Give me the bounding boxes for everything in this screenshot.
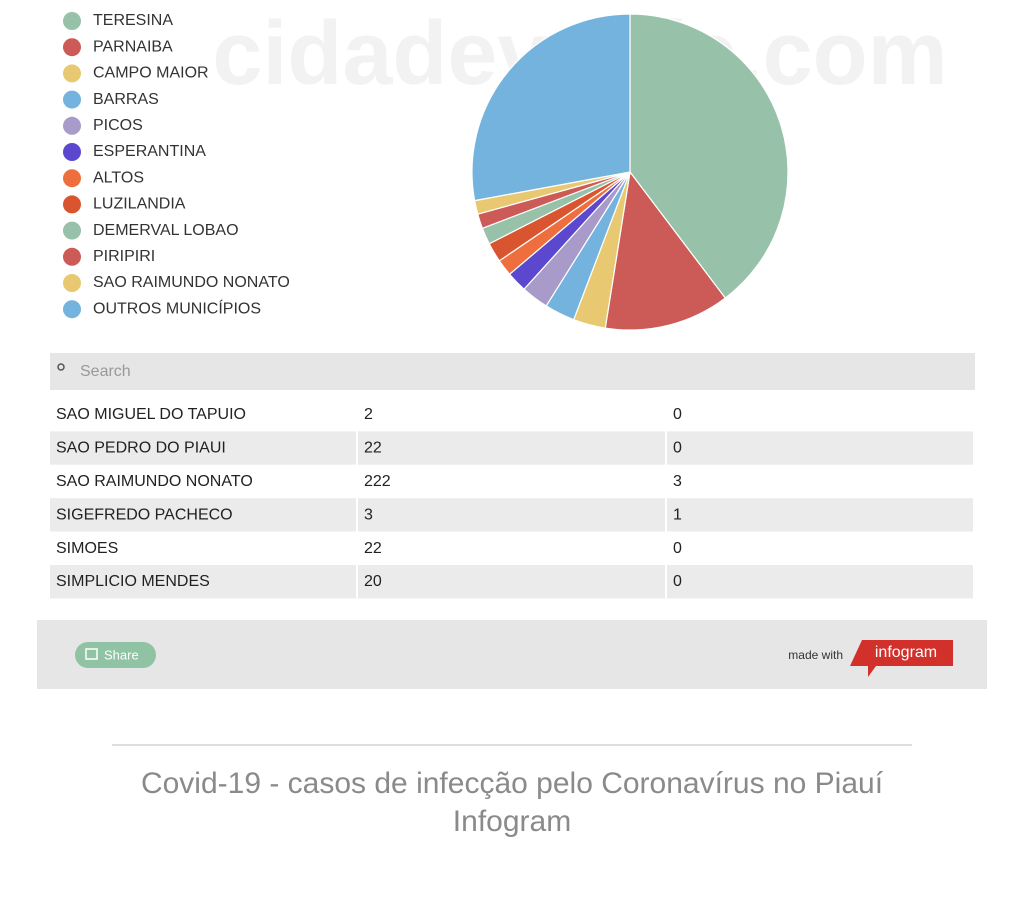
table-cell: 222 — [364, 473, 391, 490]
table-row — [50, 565, 973, 599]
legend-label: ESPERANTINA — [93, 143, 206, 160]
caption-source: Infogram — [453, 805, 571, 838]
table-cell: SIMOES — [56, 540, 118, 557]
legend-label: PARNAIBA — [93, 38, 173, 55]
table-cell: 22 — [364, 440, 382, 457]
table-cell: SAO RAIMUNDO NONATO — [56, 473, 253, 490]
table-row — [50, 431, 973, 465]
table-cell: 0 — [673, 573, 682, 590]
table-cell: SIGEFREDO PACHECO — [56, 506, 233, 523]
pie-slice — [604, 170, 727, 331]
legend-label: CAMPO MAIOR — [93, 65, 209, 82]
legend-swatch — [63, 274, 81, 292]
legend-label: OUTROS MUNICÍPIOS — [93, 298, 261, 317]
pie-slice — [471, 13, 631, 202]
legend-swatch — [63, 300, 81, 319]
legend-label: TERESINA — [93, 12, 173, 29]
legend-label: LUZILANDIA — [93, 196, 186, 213]
legend-swatch — [63, 38, 81, 57]
table-cell: SAO PEDRO DO PIAUI — [56, 440, 226, 457]
search-icon — [57, 363, 65, 371]
table-row — [50, 464, 973, 499]
search-placeholder: Search — [80, 363, 131, 380]
table-cell: 20 — [364, 573, 382, 590]
legend-swatch — [63, 143, 81, 161]
table-row — [50, 498, 973, 532]
legend-swatch — [63, 195, 81, 214]
legend-swatch — [63, 247, 81, 266]
brand-label[interactable]: infogram — [875, 644, 937, 661]
legend-swatch — [63, 12, 81, 30]
table-cell: 2 — [364, 406, 373, 423]
brand-logo[interactable] — [850, 640, 953, 677]
legend-label: PICOS — [93, 117, 143, 134]
table-row — [50, 531, 973, 565]
legend-label: ALTOS — [93, 169, 144, 186]
legend-label: PIRIPIRI — [93, 248, 155, 265]
legend-label: BARRAS — [93, 91, 159, 108]
made-with: made with — [788, 648, 843, 662]
legend-swatch — [63, 116, 81, 135]
table-cell: 3 — [364, 506, 373, 523]
table-cell: SAO MIGUEL DO TAPUIO — [56, 406, 246, 423]
table-cell: 1 — [673, 506, 682, 523]
legend-swatch — [63, 169, 81, 188]
legend-label: SAO RAIMUNDO NONATO — [93, 274, 290, 291]
footer-bar — [37, 620, 987, 689]
search-bar[interactable] — [50, 353, 975, 390]
legend-label: DEMERVAL LOBAO — [93, 222, 239, 239]
table-cell: 0 — [673, 406, 682, 423]
share-icon — [85, 648, 98, 660]
share-label[interactable]: Share — [104, 647, 139, 662]
table-cell: 0 — [673, 440, 682, 457]
pie-slice — [629, 13, 789, 299]
table-cell: 3 — [673, 473, 682, 490]
table-row — [50, 398, 973, 432]
caption: Covid-19 - casos de infecção pelo Corona… — [141, 767, 884, 800]
table-cell: 0 — [673, 540, 682, 557]
legend-swatch — [63, 90, 81, 109]
table-cell: 22 — [364, 540, 382, 557]
legend-swatch — [63, 221, 81, 240]
legend-swatch — [63, 64, 81, 83]
table-cell: SIMPLICIO MENDES — [56, 573, 210, 590]
